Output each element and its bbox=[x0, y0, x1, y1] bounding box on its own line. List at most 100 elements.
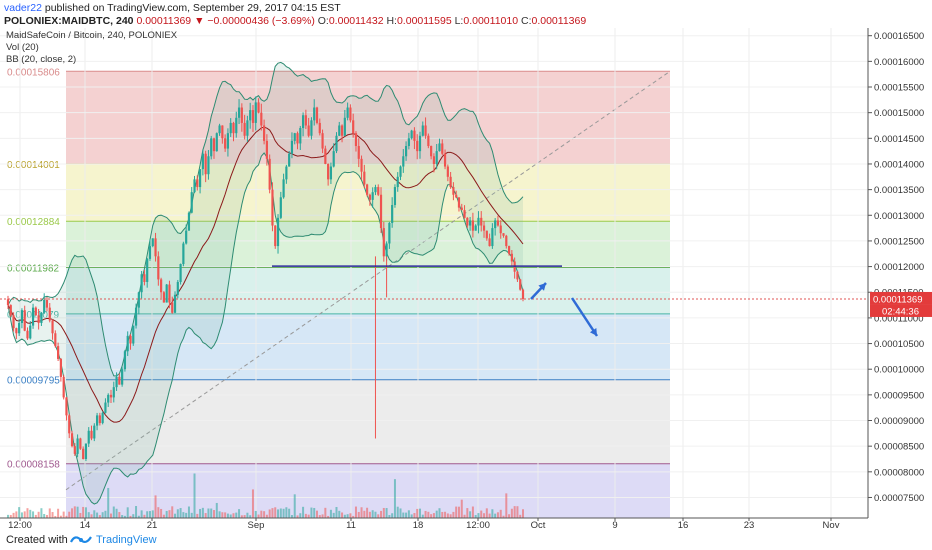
volume-bar bbox=[388, 515, 391, 518]
volume-bar bbox=[268, 509, 271, 518]
candle-body bbox=[182, 243, 185, 265]
candle-body bbox=[210, 138, 213, 157]
candle-body bbox=[190, 192, 193, 213]
author-link[interactable]: vader22 bbox=[4, 2, 42, 14]
candle-body bbox=[338, 125, 341, 136]
candle-body bbox=[413, 130, 416, 141]
candle-body bbox=[469, 220, 472, 226]
volume-bar bbox=[32, 511, 35, 518]
candle-body bbox=[59, 358, 62, 377]
volume-bar bbox=[90, 514, 93, 518]
candle-body bbox=[463, 210, 466, 218]
volume-bar bbox=[54, 515, 57, 518]
candle-body bbox=[265, 140, 268, 159]
time-tick-label: Oct bbox=[531, 520, 546, 531]
volume-bar bbox=[171, 506, 174, 518]
candle-body bbox=[129, 335, 132, 344]
volume-bar bbox=[29, 509, 32, 518]
price-tick-label: 0.00016000 bbox=[874, 57, 924, 68]
volume-bar bbox=[199, 508, 202, 518]
candle-body bbox=[480, 217, 483, 226]
candle-body bbox=[137, 292, 140, 308]
volume-bar bbox=[213, 510, 215, 518]
volume-bar bbox=[129, 515, 132, 518]
volume-bar bbox=[224, 512, 227, 518]
candle-body bbox=[335, 135, 338, 152]
candle-body bbox=[368, 194, 371, 200]
close-value: 0.00011369 bbox=[531, 15, 587, 27]
bb-upper-line bbox=[7, 61, 524, 377]
candle-body bbox=[519, 279, 522, 290]
volume-bar bbox=[430, 514, 433, 518]
tradingview-brand[interactable]: TradingView bbox=[96, 534, 157, 546]
volume-bar bbox=[329, 509, 332, 518]
price-tick-label: 0.00008500 bbox=[874, 442, 924, 453]
volume-bar bbox=[210, 508, 213, 518]
candle-body bbox=[20, 310, 24, 324]
candle-body bbox=[84, 443, 88, 459]
volume-bar bbox=[9, 514, 12, 518]
volume-bar bbox=[160, 508, 163, 518]
volume-bar bbox=[154, 495, 157, 518]
candle-body bbox=[243, 122, 246, 136]
candle-body bbox=[93, 425, 96, 439]
symbol[interactable]: POLONIEX:MAIDBTC, 240 bbox=[4, 15, 134, 27]
volume-bar bbox=[193, 473, 196, 518]
volume-bar bbox=[463, 514, 466, 518]
volume-bar bbox=[238, 509, 241, 518]
price-tick-label: 0.00008000 bbox=[874, 467, 924, 478]
volume-bar bbox=[93, 510, 96, 518]
volume-bar bbox=[151, 510, 154, 518]
candle-body bbox=[176, 281, 179, 295]
candle-body bbox=[293, 133, 296, 141]
volume-bar bbox=[115, 508, 118, 518]
volume-bar bbox=[513, 506, 516, 518]
legend-title[interactable]: MaidSafeCoin / Bitcoin, 240, POLONIEX bbox=[6, 30, 178, 41]
candle-body bbox=[349, 107, 352, 121]
volume-bar bbox=[15, 511, 18, 518]
volume-bar bbox=[68, 511, 71, 518]
volume-bar bbox=[441, 511, 444, 518]
volume-bar bbox=[349, 513, 352, 518]
candle-body bbox=[357, 146, 360, 159]
candle-body bbox=[340, 125, 344, 136]
candle-body bbox=[204, 153, 207, 175]
volume-bar bbox=[148, 511, 151, 518]
candle-body bbox=[491, 228, 494, 247]
price-tick-label: 0.00007500 bbox=[874, 493, 924, 504]
volume-bar bbox=[87, 512, 90, 518]
volume-bar bbox=[112, 506, 115, 518]
candle-body bbox=[329, 166, 333, 180]
legend-volume[interactable]: Vol (20) bbox=[6, 42, 39, 53]
volume-bar bbox=[277, 509, 280, 518]
price-tick-label: 0.00015500 bbox=[874, 83, 924, 94]
price-badge-bg bbox=[870, 291, 932, 305]
candle-body bbox=[235, 117, 238, 134]
candle-body bbox=[388, 222, 391, 244]
candle-body bbox=[179, 264, 182, 282]
down-arrow-head bbox=[589, 328, 597, 336]
volume-bar bbox=[235, 512, 238, 518]
volume-bar bbox=[73, 506, 76, 518]
volume-bar bbox=[343, 514, 346, 518]
legend-bollinger[interactable]: BB (20, close, 2) bbox=[6, 54, 77, 65]
volume-bar bbox=[12, 512, 15, 518]
volume-bar bbox=[466, 508, 469, 518]
volume-bar bbox=[413, 513, 416, 518]
time-tick-label: 11 bbox=[346, 520, 356, 531]
price-axis-bg bbox=[868, 0, 932, 530]
candle-body bbox=[268, 158, 271, 190]
volume-bar bbox=[327, 515, 330, 518]
candle-body bbox=[198, 169, 202, 188]
candle-body bbox=[132, 325, 135, 344]
volume-bar bbox=[510, 508, 513, 518]
candle-body bbox=[146, 258, 149, 282]
candle-body bbox=[104, 402, 107, 413]
volume-bar bbox=[477, 513, 480, 518]
volume-bar bbox=[179, 508, 182, 518]
volume-bar bbox=[438, 508, 441, 518]
volume-bar bbox=[399, 508, 402, 518]
volume-bar bbox=[354, 506, 357, 518]
volume-bar bbox=[444, 511, 447, 518]
